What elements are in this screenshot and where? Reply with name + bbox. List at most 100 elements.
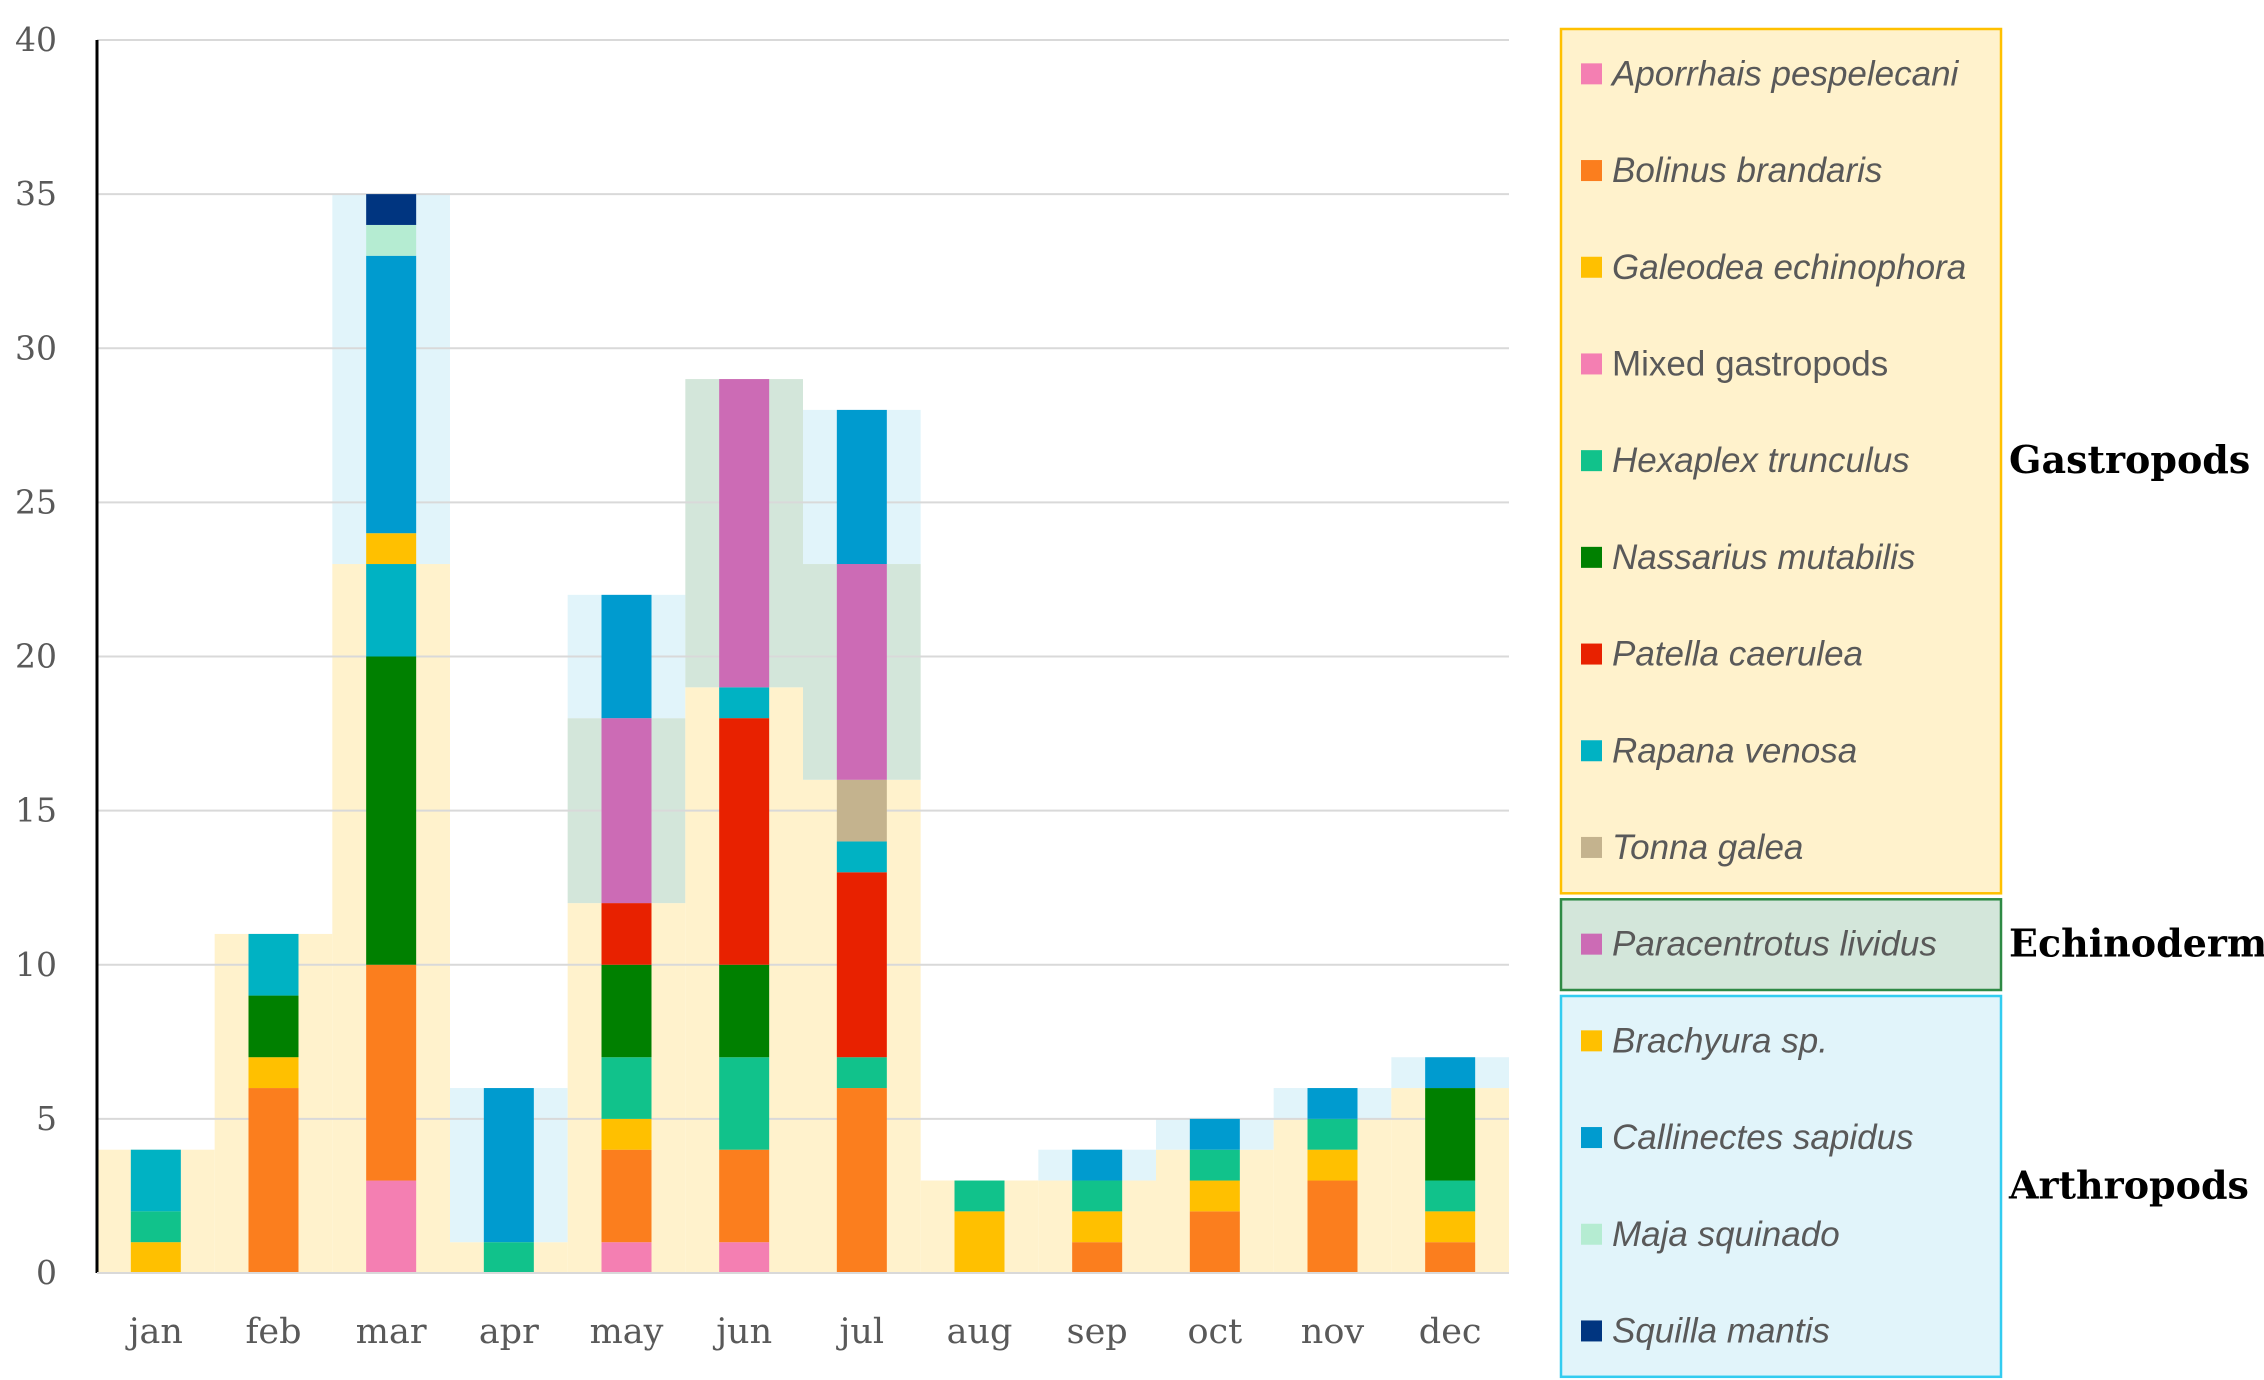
y-tick-label: 15 (15, 791, 57, 830)
x-tick-label-feb: feb (245, 1312, 301, 1352)
bar-galeodea-echinophora-aug (954, 1211, 1005, 1273)
y-tick-label: 30 (15, 328, 57, 367)
bar-callinectes-sapidus-jul (836, 409, 887, 565)
bar-galeodea-echinophora-dec (1425, 1211, 1476, 1243)
bar-patella-caerulea-jul (836, 872, 887, 1058)
legend-label-paracentrotus-lividus: Paracentrotus lividus (1612, 925, 1937, 964)
bar-nassarius-mutabilis-jun (719, 964, 770, 1058)
bar-callinectes-sapidus-sep (1072, 1149, 1123, 1181)
bar-patella-caerulea-jun (719, 718, 770, 965)
bar-hexaplex-trunculus-jun (719, 1057, 770, 1150)
legend-box-arthropods (1559, 994, 2003, 1379)
bar-hexaplex-trunculus-may (601, 1057, 652, 1119)
bar-nassarius-mutabilis-dec (1425, 1088, 1476, 1181)
bar-tonna-galea-jul (836, 779, 887, 842)
bar-callinectes-sapidus-oct (1189, 1118, 1240, 1150)
legend-label-squilla-mantis: Squilla mantis (1612, 1311, 1830, 1350)
legend-swatch-tonna-galea (1581, 836, 1602, 858)
bar-hexaplex-trunculus-dec (1425, 1180, 1476, 1212)
bar-paracentrotus-lividus-may (601, 718, 652, 904)
bar-hexaplex-trunculus-jul (836, 1057, 887, 1089)
group-label-arthropods: Arthropods (2008, 1162, 2249, 1207)
x-tick-label-aug: aug (947, 1312, 1013, 1352)
legend: Gastropods Echinoderms Arthropods Aporrhais… (1559, 27, 2264, 1379)
bar-hexaplex-trunculus-jan (130, 1211, 181, 1243)
x-tick-label-jun: jun (712, 1312, 772, 1352)
bar-rapana-venosa-jul (836, 841, 887, 873)
x-tick-label-sep: sep (1067, 1312, 1128, 1352)
legend-swatch-paracentrotus-lividus (1581, 933, 1602, 955)
bars (130, 194, 1476, 1273)
legend-label-patella-caerulea: Patella caerulea (1612, 635, 1863, 674)
bar-bolinus-brandaris-jun (719, 1149, 770, 1243)
bar-hexaplex-trunculus-aug (954, 1180, 1005, 1212)
bar-galeodea-echinophora-sep (1072, 1211, 1123, 1243)
bar-hexaplex-trunculus-apr (483, 1242, 534, 1273)
group-label-echinoderms: Echinoderms (2009, 921, 2264, 966)
legend-swatch-squilla-mantis (1581, 1320, 1602, 1342)
bar-hexaplex-trunculus-sep (1072, 1180, 1123, 1212)
bar-bolinus-brandaris-sep (1072, 1242, 1123, 1273)
bar-callinectes-sapidus-dec (1425, 1057, 1476, 1089)
bar-rapana-venosa-mar (366, 564, 417, 657)
bar-paracentrotus-lividus-jun (719, 379, 770, 688)
gridlines (97, 39, 1509, 1120)
bar-bolinus-brandaris-nov (1307, 1180, 1358, 1273)
legend-swatch-mixed-gastropods (1581, 353, 1602, 375)
y-tick-label: 40 (15, 20, 57, 59)
legend-swatch-rapana-venosa (1581, 740, 1602, 762)
legend-label-rapana-venosa: Rapana venosa (1612, 731, 1857, 770)
y-tick-label: 5 (36, 1099, 57, 1138)
x-tick-label-mar: mar (356, 1312, 427, 1352)
legend-label-galeodea-echinophora: Galeodea echinophora (1612, 248, 1966, 287)
legend-label-hexaplex-trunculus: Hexaplex trunculus (1612, 441, 1910, 480)
bar-bolinus-brandaris-dec (1425, 1242, 1476, 1273)
legend-swatch-callinectes-sapidus (1581, 1127, 1602, 1149)
y-tick-label: 10 (15, 945, 57, 984)
legend-label-maja-squinado: Maja squinado (1612, 1215, 1840, 1254)
x-tick-label-may: may (590, 1312, 664, 1352)
legend-swatch-galeodea-echinophora (1581, 256, 1602, 278)
legend-swatch-hexaplex-trunculus (1581, 450, 1602, 472)
axes: 0 5 10 15 20 25 30 35 40 jan feb mar apr may jun jul aug… (15, 20, 1509, 1352)
legend-swatch-aporrhais-pespelecani (1581, 63, 1602, 85)
legend-label-nassarius-mutabilis: Nassarius mutabilis (1612, 538, 1915, 577)
legend-label-mixed-gastropods: Mixed gastropods (1612, 344, 1888, 383)
legend-swatch-maja-squinado (1581, 1223, 1602, 1245)
bar-nassarius-mutabilis-mar (366, 656, 417, 965)
y-tick-label: 20 (15, 637, 57, 676)
legend-label-bolinus-brandaris: Bolinus brandaris (1612, 151, 1882, 190)
legend-label-brachyura-sp: Brachyura sp. (1612, 1021, 1828, 1060)
bar-callinectes-sapidus-nov (1307, 1088, 1358, 1119)
bar-galeodea-echinophora-nov (1307, 1149, 1358, 1181)
bar-galeodea-echinophora-may (601, 1118, 652, 1150)
bar-bolinus-brandaris-jul (836, 1088, 887, 1273)
bar-bolinus-brandaris-feb (248, 1088, 299, 1273)
y-tick-label: 35 (15, 174, 57, 213)
legend-label-aporrhais-pespelecani: Aporrhais pespelecani (1610, 54, 1960, 93)
bar-galeodea-echinophora-oct (1189, 1180, 1240, 1212)
legend-swatch-bolinus-brandaris (1581, 160, 1602, 182)
x-tick-label-jul: jul (836, 1312, 885, 1352)
bar-patella-caerulea-may (601, 903, 652, 965)
bar-rapana-venosa-jan (130, 1149, 181, 1212)
bar-mixed-gastropods-may (601, 1242, 652, 1273)
bar-squilla-mantis-mar (366, 194, 417, 225)
group-label-gastropods: Gastropods (2009, 437, 2250, 482)
bar-rapana-venosa-feb (248, 933, 299, 996)
bar-rapana-venosa-jun (719, 687, 770, 719)
bar-callinectes-sapidus-mar (366, 255, 417, 534)
bar-galeodea-echinophora-jan (130, 1242, 181, 1273)
legend-label-callinectes-sapidus: Callinectes sapidus (1612, 1118, 1914, 1157)
bar-nassarius-mutabilis-feb (248, 995, 299, 1058)
x-tick-label-oct: oct (1187, 1312, 1242, 1352)
bar-galeodea-echinophora-feb (248, 1057, 299, 1089)
legend-swatch-nassarius-mutabilis (1581, 546, 1602, 568)
bar-bolinus-brandaris-oct (1189, 1211, 1240, 1273)
group-background-layer (97, 194, 1509, 1273)
x-tick-label-jan: jan (125, 1312, 183, 1352)
x-tick-label-dec: dec (1419, 1312, 1482, 1352)
y-tick-label: 25 (15, 482, 57, 521)
bar-mixed-gastropods-mar (366, 1180, 417, 1273)
